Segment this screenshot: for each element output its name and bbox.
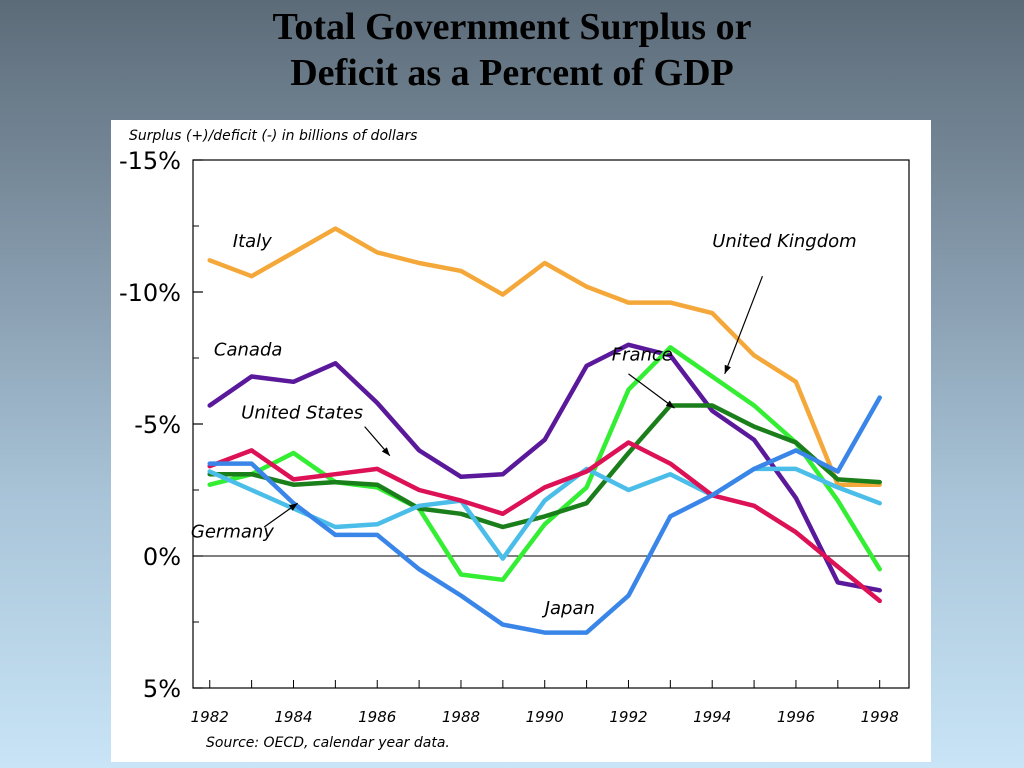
series-group: [207, 226, 882, 635]
y-tick-label: -15%: [119, 147, 181, 175]
series-line-germany: [207, 440, 882, 604]
y-tick-label: -5%: [134, 411, 181, 439]
chart-panel: Surplus (+)/deficit (-) in billions of d…: [111, 120, 931, 762]
chart-subtitle: Surplus (+)/deficit (-) in billions of d…: [129, 128, 417, 144]
x-tick-label: 1990: [526, 708, 564, 726]
y-tick-label: -10%: [119, 279, 181, 307]
series-line-italy: [207, 226, 882, 487]
series-annotations: Italy Canada United States Germany Japan Fran…: [191, 231, 857, 619]
annotation-arrow-head: [381, 447, 390, 456]
series-label-canada: Canada: [214, 339, 283, 360]
x-tick-label: 1986: [358, 708, 396, 726]
annotation-arrow-head: [724, 364, 731, 374]
series-label-japan: Japan: [542, 598, 595, 619]
x-tick-label: 1998: [861, 708, 899, 726]
x-axis: 1982 1984 1986 1988 1990 1992 1994 1996 1998: [191, 680, 899, 726]
slide-title-line2: Deficit as a Percent of GDP: [290, 52, 734, 94]
x-tick-label: 1984: [274, 708, 312, 726]
annotation-arrow-line: [628, 373, 675, 409]
chart-source: Source: OECD, calendar year data.: [206, 735, 450, 751]
annotation-arrows: [263, 275, 764, 528]
series-line-united-states: [207, 466, 882, 561]
x-tick-label: 1982: [191, 708, 229, 726]
series-label-germany: Germany: [191, 522, 274, 543]
slide-title-line1: Total Government Surplus or: [272, 6, 752, 48]
y-tick-label: 0%: [143, 543, 181, 571]
y-axis: -15% -10% -5% 0% 5%: [119, 147, 203, 703]
series-line-japan: [207, 395, 882, 635]
x-tick-label: 1988: [442, 708, 480, 726]
series-line-france: [207, 403, 882, 530]
series-label-united-kingdom: United Kingdom: [712, 231, 856, 252]
annotation-arrow-head: [288, 503, 298, 511]
series-line-united-kingdom: [207, 345, 882, 583]
y-tick-label: 5%: [143, 675, 181, 703]
x-tick-label: 1992: [609, 708, 647, 726]
x-tick-label: 1996: [777, 708, 815, 726]
annotation-arrow-line: [724, 275, 764, 375]
line-chart: Surplus (+)/deficit (-) in billions of d…: [119, 128, 910, 751]
series-label-united-states: United States: [241, 403, 363, 424]
annotation-arrow-head: [665, 400, 675, 409]
series-label-italy: Italy: [233, 231, 272, 252]
x-tick-label: 1994: [693, 708, 731, 726]
series-label-france: France: [612, 345, 673, 366]
series-line-canada: [207, 342, 882, 593]
slide-title: Total Government Surplus or Deficit as a…: [0, 4, 1024, 96]
